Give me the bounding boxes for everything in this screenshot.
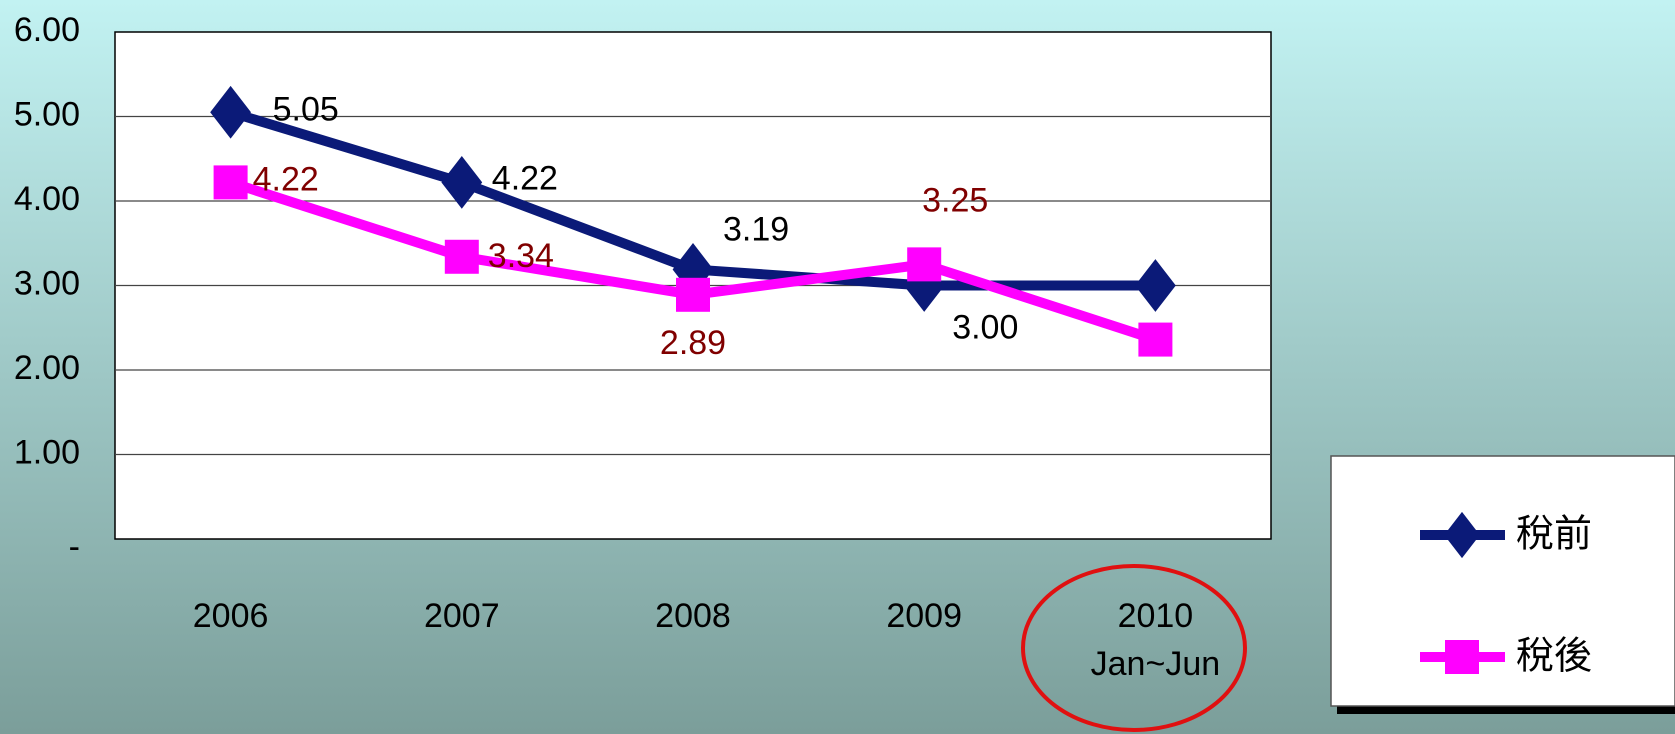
x-tick-label: 2006 bbox=[192, 597, 269, 635]
y-tick-label: 5.00 bbox=[14, 95, 80, 133]
x-tick-label: 2008 bbox=[655, 597, 731, 635]
x-tick-label: 2007 bbox=[423, 597, 500, 635]
data-label: 3.00 bbox=[952, 308, 1018, 346]
marker bbox=[676, 277, 710, 312]
legend-marker bbox=[1445, 640, 1479, 674]
marker bbox=[441, 156, 483, 209]
legend-marker bbox=[1444, 511, 1480, 559]
marker bbox=[213, 165, 248, 200]
x-tick-label: 2009 bbox=[886, 597, 962, 635]
marker bbox=[907, 247, 942, 282]
data-label: 3.34 bbox=[488, 237, 554, 275]
highlight-ellipse bbox=[1021, 564, 1247, 732]
y-tick-label: 4.00 bbox=[14, 180, 80, 218]
y-tick-label: 3.00 bbox=[14, 264, 80, 302]
marker bbox=[444, 239, 479, 274]
legend bbox=[1330, 455, 1675, 707]
x-tick-label: 2010 Jan~Jun bbox=[1090, 597, 1221, 683]
legend-label: 稅後 bbox=[1516, 634, 1592, 678]
y-tick-label: - bbox=[69, 528, 80, 566]
data-label: 5.05 bbox=[273, 90, 339, 128]
data-label: 3.19 bbox=[723, 210, 789, 248]
data-label: 4.22 bbox=[253, 160, 319, 198]
marker bbox=[1135, 259, 1176, 312]
marker bbox=[210, 85, 251, 139]
y-tick-label: 1.00 bbox=[14, 433, 80, 471]
marker bbox=[1138, 322, 1173, 357]
y-tick-label: 6.00 bbox=[14, 11, 80, 49]
y-tick-label: 2.00 bbox=[14, 349, 80, 387]
legend-label: 稅前 bbox=[1516, 512, 1592, 556]
data-label: 2.89 bbox=[660, 324, 726, 362]
data-label: 3.25 bbox=[922, 181, 988, 219]
data-label: 4.22 bbox=[492, 159, 558, 197]
